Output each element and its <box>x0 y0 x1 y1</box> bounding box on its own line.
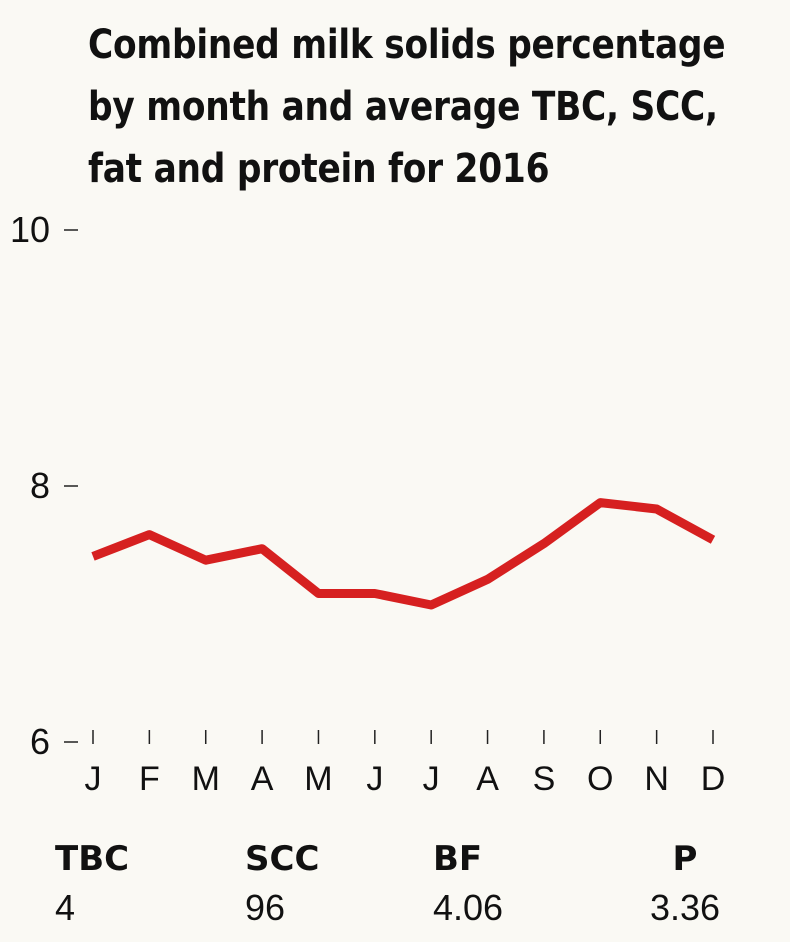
stat-label-tbc: TBC <box>55 839 130 879</box>
series-layer <box>91 498 716 610</box>
x-tick-label: F <box>139 760 160 798</box>
stat-value-p: 3.36 <box>649 887 721 928</box>
y-tick-label: 10 <box>10 209 50 250</box>
series-line <box>91 498 716 610</box>
stats-row: TBC 4 SCC 96 BF 4.06 P 3.36 <box>0 832 790 942</box>
stat-label-p: P <box>672 839 698 879</box>
chart-title: Combined milk solids percentage by month… <box>88 14 726 200</box>
y-axis: 10 8 6 <box>10 209 78 762</box>
title-line-2: by month and average TBC, SCC, <box>88 84 718 130</box>
stat-value-tbc: 4 <box>55 887 76 928</box>
stat-scc: SCC 96 <box>245 832 319 930</box>
stat-label-scc: SCC <box>245 839 320 879</box>
x-tick-label: D <box>701 760 726 798</box>
x-tick-label: A <box>476 760 499 798</box>
y-tick-label: 6 <box>30 721 50 762</box>
stat-value-bf: 4.06 <box>433 887 504 928</box>
x-tick-label: N <box>644 760 669 798</box>
stat-tbc: TBC 4 <box>55 832 129 930</box>
x-tick-label: A <box>251 760 274 798</box>
x-tick-label: J <box>85 760 102 798</box>
stat-p: P 3.36 <box>640 832 730 930</box>
stat-label-bf: BF <box>433 839 483 879</box>
stat-value-scc: 96 <box>245 887 286 928</box>
x-tick-label: M <box>192 760 220 798</box>
stat-bf: BF 4.06 <box>433 832 503 930</box>
title-line-1: Combined milk solids percentage <box>88 22 726 68</box>
title-line-3: fat and protein for 2016 <box>88 146 550 192</box>
y-tick-label: 8 <box>30 465 50 506</box>
x-tick-label: O <box>587 760 613 798</box>
x-tick-label: S <box>533 760 556 798</box>
x-tick-label: J <box>423 760 440 798</box>
x-tick-label: J <box>366 760 383 798</box>
x-tick-label: M <box>304 760 332 798</box>
